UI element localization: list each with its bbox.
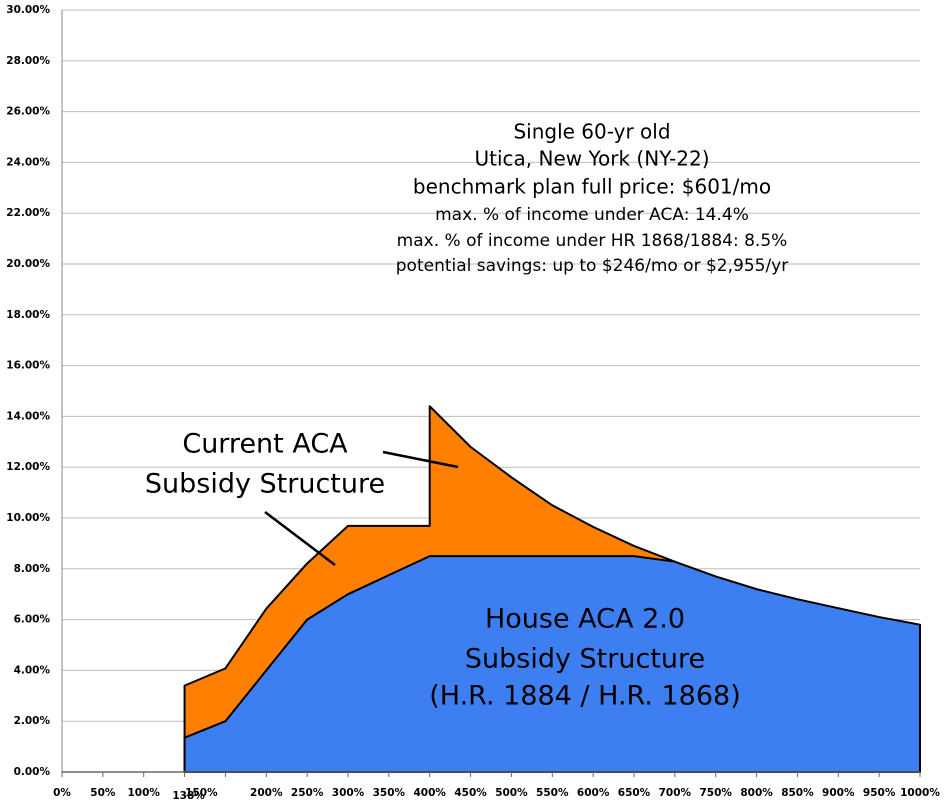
leader-line <box>382 450 459 469</box>
y-tick-label: 2.00% <box>14 715 51 727</box>
x-tick-label: 900% <box>822 787 855 799</box>
x-tick-label: 0% <box>53 787 71 799</box>
annotation: (H.R. 1884 / H.R. 1868) <box>429 681 741 712</box>
y-tick-label: 0.00% <box>14 766 51 778</box>
y-tick-label: 4.00% <box>14 664 51 676</box>
x-tick-label: 450% <box>454 787 487 799</box>
x-tick-label: 400% <box>413 787 446 799</box>
x-tick-label: 600% <box>577 787 610 799</box>
area <box>183 555 921 773</box>
y-tick-label: 20.00% <box>6 258 50 270</box>
info-text: max. % of income under HR 1868/1884: 8.5… <box>397 231 788 251</box>
y-tick-label: 12.00% <box>6 461 50 473</box>
x-tick-label: 250% <box>291 787 324 799</box>
y-tick-label: 28.00% <box>6 55 50 67</box>
x-tick-label: 1000% <box>900 787 940 799</box>
x-tick-label: 800% <box>740 787 773 799</box>
x-tick-label: 950% <box>863 787 896 799</box>
x-tick-label: 850% <box>781 787 814 799</box>
x-tick-label: 750% <box>699 787 732 799</box>
info-text: benchmark plan full price: $601/mo <box>413 175 771 199</box>
x-tick-label: 50% <box>90 787 116 799</box>
x-tick-label: 500% <box>495 787 528 799</box>
leader-line <box>264 511 336 566</box>
y-tick-label: 10.00% <box>6 512 50 524</box>
y-tick-label: 18.00% <box>6 309 50 321</box>
info-text: potential savings: up to $246/mo or $2,9… <box>396 256 789 276</box>
x-tick-label: 550% <box>536 787 569 799</box>
y-tick-label: 14.00% <box>6 410 50 422</box>
x-tick-label: 150% <box>185 787 218 799</box>
x-tick-label: 650% <box>618 787 651 799</box>
info-text: Single 60-yr old <box>513 120 670 144</box>
x-tick-label: 200% <box>250 787 283 799</box>
y-tick-label: 16.00% <box>6 360 50 372</box>
x-tick-label: 138% <box>172 790 205 802</box>
x-tick-label: 100% <box>127 787 160 799</box>
x-tick-label: 350% <box>373 787 406 799</box>
y-tick-label: 30.00% <box>6 4 50 16</box>
y-tick-label: 6.00% <box>14 614 51 626</box>
info-text: Utica, New York (NY-22) <box>474 147 709 171</box>
y-tick-label: 22.00% <box>6 207 50 219</box>
annotation: House ACA 2.0 <box>485 604 685 635</box>
annotation: Current ACA <box>182 429 348 460</box>
annotation: Subsidy Structure <box>145 469 385 500</box>
x-tick-label: 300% <box>332 787 365 799</box>
annotation: Subsidy Structure <box>465 644 705 675</box>
y-tick-label: 24.00% <box>6 156 50 168</box>
x-tick-label: 700% <box>659 787 692 799</box>
y-tick-label: 26.00% <box>6 106 50 118</box>
info-text: max. % of income under ACA: 14.4% <box>435 205 749 225</box>
y-tick-label: 8.00% <box>14 563 51 575</box>
